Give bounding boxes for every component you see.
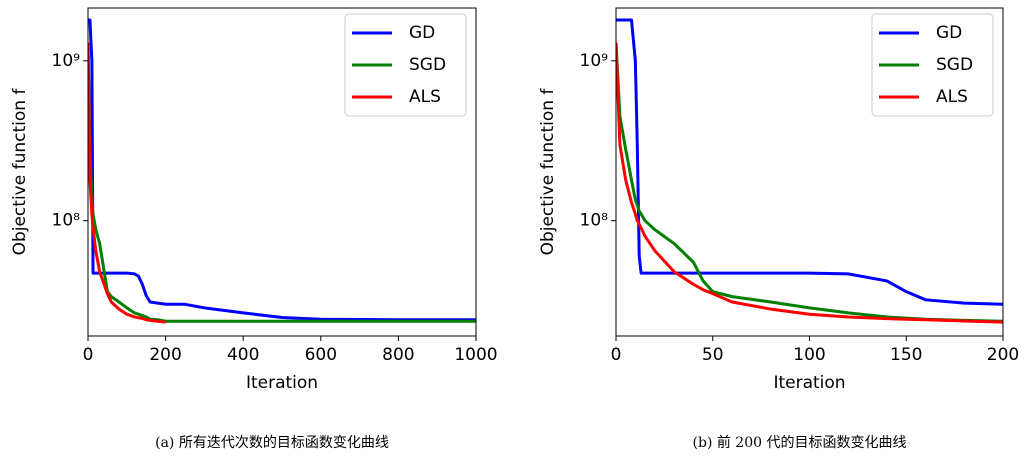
- series-line: [88, 42, 166, 324]
- chart: 0 50 100 150 200 10⁸ 10⁹ GD SGD ALS Iteration Objec…: [538, 7, 1019, 451]
- y-axis-label: Objective function f: [538, 88, 558, 256]
- series-line: [616, 42, 1003, 324]
- x-tick-label: 1000: [454, 345, 497, 365]
- legend: GD SGD ALS: [344, 13, 467, 117]
- x-axis-label: Iteration: [246, 373, 318, 393]
- plot-frame: [87, 7, 477, 337]
- y-tick-label: 10⁹: [52, 51, 81, 71]
- x-tick-label: 400: [227, 345, 259, 365]
- x-tick-label: 0: [611, 345, 622, 365]
- legend-label: ALS: [409, 87, 441, 107]
- y-tick-label: 10⁹: [580, 51, 609, 71]
- legend-box: [871, 13, 994, 117]
- y-axis-label: Objective function f: [10, 88, 30, 256]
- legend-label: GD: [936, 23, 962, 43]
- y-tick-label: 10⁸: [580, 211, 609, 231]
- legend-label: SGD: [409, 55, 446, 75]
- legend-label: GD: [409, 23, 435, 43]
- x-axis-label: Iteration: [773, 373, 845, 393]
- x-tick-label: 0: [83, 345, 94, 365]
- x-tick-label: 150: [890, 345, 922, 365]
- series-line: [616, 18, 1003, 306]
- legend: GD SGD ALS: [871, 13, 994, 117]
- lines: [616, 18, 1003, 324]
- lines: [88, 18, 476, 324]
- x-tick-label: 100: [793, 345, 825, 365]
- x-tick-label: 50: [702, 345, 724, 365]
- x-tick-label: 800: [382, 345, 414, 365]
- legend-box: [344, 13, 467, 117]
- x-tick-label: 200: [149, 345, 181, 365]
- chart: 0 200 400 600 800 1000 10⁸ 10⁹ GD SGD ALS Iteration…: [10, 7, 498, 451]
- series-line: [88, 42, 476, 323]
- y-tick-label: 10⁸: [52, 211, 81, 231]
- series-line: [88, 18, 476, 322]
- legend-label: ALS: [936, 87, 968, 107]
- caption: (b) 前 200 代的目标函数变化曲线: [693, 434, 907, 451]
- plot-frame: [615, 7, 1004, 337]
- caption: (a) 所有迭代次数的目标函数变化曲线: [155, 435, 389, 451]
- x-tick-label: 600: [305, 345, 337, 365]
- legend-label: SGD: [936, 55, 973, 75]
- x-tick-label: 200: [987, 345, 1019, 365]
